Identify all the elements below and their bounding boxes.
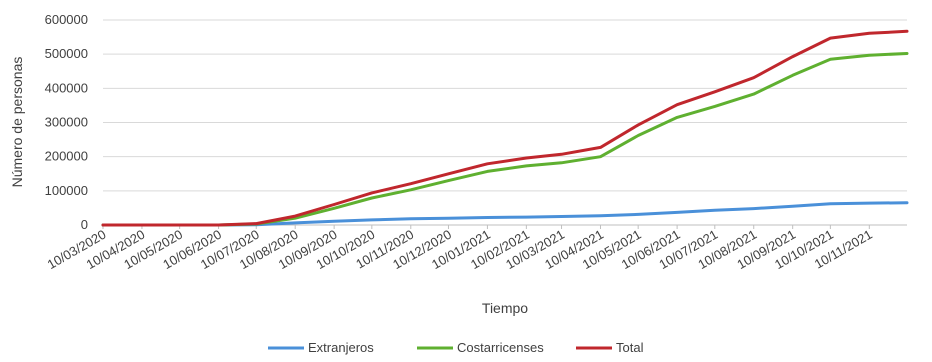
y-tick-label: 300000 — [45, 115, 88, 130]
series-lines — [101, 29, 909, 227]
y-tick-label: 100000 — [45, 183, 88, 198]
y-axis-ticks: 0 100000 200000 300000 400000 500000 600000 — [45, 12, 88, 232]
x-axis-ticks: 10/03/202010/04/202010/05/202010/06/2020… — [45, 225, 875, 272]
legend-label: Extranjeros — [308, 340, 374, 355]
y-tick-label: 500000 — [45, 46, 88, 61]
y-tick-label: 0 — [81, 217, 88, 232]
gridlines — [103, 19, 907, 192]
y-tick-label: 200000 — [45, 149, 88, 164]
legend-label: Total — [616, 340, 644, 355]
legend-label: Costarricenses — [457, 340, 544, 355]
y-tick-label: 400000 — [45, 80, 88, 95]
x-axis-title: Tiempo — [482, 300, 528, 316]
series-line-extranjeros — [101, 201, 909, 227]
series-line-total — [101, 29, 909, 227]
series-line-costarricenses — [101, 52, 909, 227]
y-tick-label: 600000 — [45, 12, 88, 27]
legend: Extranjeros Costarricenses Total — [268, 340, 644, 355]
y-axis-title: Número de personas — [9, 57, 25, 188]
